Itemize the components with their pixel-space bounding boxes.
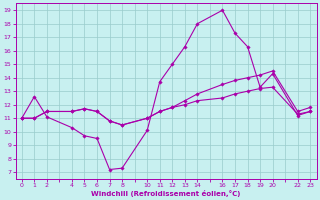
X-axis label: Windchill (Refroidissement éolien,°C): Windchill (Refroidissement éolien,°C) bbox=[91, 190, 241, 197]
